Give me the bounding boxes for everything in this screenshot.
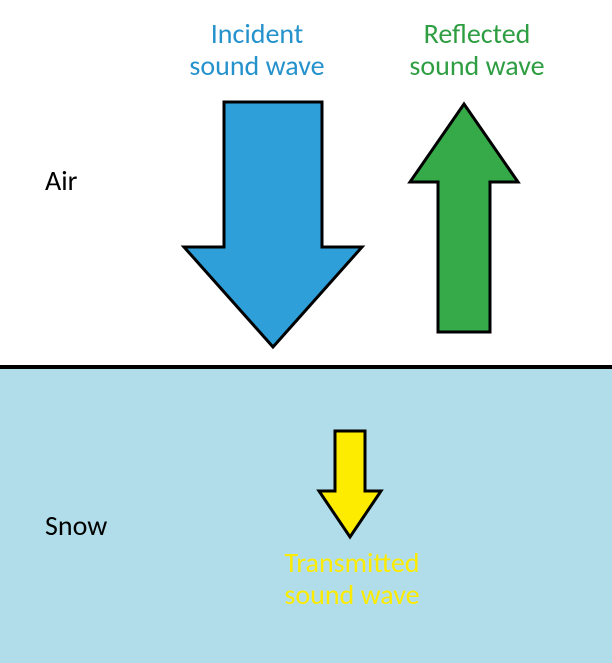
transmitted-label: Transmitted sound wave [262, 547, 442, 611]
reflected-label-line1: Reflected [424, 16, 531, 51]
air-label-text: Air [45, 163, 77, 198]
reflected-label-line2: sound wave [409, 48, 544, 83]
incident-arrow [178, 96, 368, 353]
reflected-label: Reflected sound wave [387, 18, 567, 82]
snow-label: Snow [45, 510, 107, 542]
reflected-arrow [404, 98, 524, 338]
transmitted-arrow [313, 425, 387, 543]
incident-label-line2: sound wave [189, 48, 324, 83]
transmitted-label-line1: Transmitted [284, 545, 419, 580]
incident-label: Incident sound wave [167, 18, 347, 82]
air-label: Air [45, 165, 77, 197]
interface-line [0, 365, 612, 369]
incident-label-line1: Incident [211, 16, 304, 51]
transmitted-label-line2: sound wave [284, 577, 419, 612]
snow-label-text: Snow [45, 508, 107, 543]
